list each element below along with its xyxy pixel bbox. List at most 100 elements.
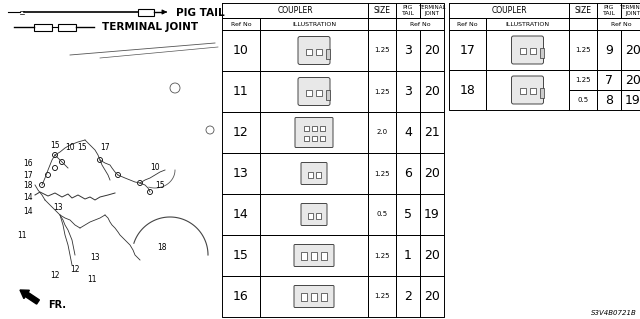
Text: 15: 15 [50, 140, 60, 150]
Bar [316, 90, 322, 95]
Text: 3: 3 [404, 85, 412, 98]
Text: 12: 12 [51, 271, 60, 279]
Bar [520, 48, 525, 54]
Text: 1.25: 1.25 [374, 253, 390, 258]
Text: 19: 19 [424, 208, 440, 221]
Text: TERMINAL JOINT: TERMINAL JOINT [102, 23, 198, 33]
Text: 6: 6 [404, 167, 412, 180]
Text: 1.25: 1.25 [575, 77, 591, 83]
Bar [540, 88, 543, 98]
Bar [319, 136, 324, 140]
Text: 0.5: 0.5 [376, 211, 388, 218]
FancyBboxPatch shape [511, 36, 543, 64]
Text: 18: 18 [460, 84, 476, 97]
Text: PIG
TAIL: PIG TAIL [401, 5, 415, 16]
FancyBboxPatch shape [295, 117, 333, 147]
Text: 17: 17 [100, 144, 110, 152]
Text: 20: 20 [625, 73, 640, 86]
Text: 14: 14 [233, 208, 249, 221]
Text: 1.25: 1.25 [374, 88, 390, 94]
Text: Ref No: Ref No [230, 21, 252, 26]
FancyBboxPatch shape [298, 36, 330, 64]
Bar [529, 88, 536, 94]
Text: 1.25: 1.25 [374, 48, 390, 54]
Circle shape [40, 182, 45, 188]
Text: 5: 5 [404, 208, 412, 221]
Text: 15: 15 [233, 249, 249, 262]
Bar [301, 251, 307, 259]
Text: 21: 21 [424, 126, 440, 139]
Text: 10: 10 [150, 164, 160, 173]
Bar [316, 48, 322, 55]
Text: 12: 12 [233, 126, 249, 139]
Text: 2.0: 2.0 [376, 130, 388, 136]
Text: PIG TAIL: PIG TAIL [176, 8, 225, 18]
Text: 15: 15 [77, 144, 87, 152]
Text: 20: 20 [424, 249, 440, 262]
Bar [58, 24, 76, 31]
Bar [529, 48, 536, 54]
Text: 1.25: 1.25 [575, 47, 591, 53]
Circle shape [52, 152, 58, 158]
Bar [316, 172, 321, 177]
Text: FR.: FR. [48, 300, 66, 310]
Text: 16: 16 [233, 290, 249, 303]
Text: 20: 20 [424, 44, 440, 57]
Bar [540, 48, 543, 58]
FancyBboxPatch shape [294, 244, 334, 266]
Bar [321, 251, 327, 259]
Text: 11: 11 [17, 231, 27, 240]
Bar [319, 125, 324, 130]
Text: 11: 11 [233, 85, 249, 98]
Text: 14: 14 [23, 194, 33, 203]
Bar [311, 251, 317, 259]
Circle shape [45, 173, 51, 177]
Text: SIZE: SIZE [575, 6, 591, 15]
Text: 11: 11 [87, 276, 97, 285]
FancyBboxPatch shape [294, 286, 334, 308]
Text: 7: 7 [605, 73, 613, 86]
Bar [326, 48, 330, 58]
Text: 10: 10 [65, 144, 75, 152]
Circle shape [147, 189, 152, 195]
Text: 4: 4 [404, 126, 412, 139]
Bar [34, 24, 52, 31]
Text: TERMINAL
JOINT: TERMINAL JOINT [419, 5, 445, 16]
Circle shape [52, 166, 58, 170]
Text: 13: 13 [90, 254, 100, 263]
Text: 1: 1 [404, 249, 412, 262]
Text: Ref No: Ref No [611, 21, 631, 26]
Text: ILLUSTRATION: ILLUSTRATION [292, 21, 336, 26]
Text: 14: 14 [23, 207, 33, 217]
Text: 1.25: 1.25 [374, 293, 390, 300]
Circle shape [115, 173, 120, 177]
Circle shape [97, 158, 102, 162]
Text: 9: 9 [605, 43, 613, 56]
FancyArrow shape [20, 290, 40, 304]
Text: COUPLER: COUPLER [491, 6, 527, 15]
FancyBboxPatch shape [511, 76, 543, 104]
Text: 17: 17 [460, 43, 476, 56]
Text: 8: 8 [605, 93, 613, 107]
Bar [307, 172, 312, 177]
Text: 17: 17 [23, 170, 33, 180]
Text: 1.25: 1.25 [374, 170, 390, 176]
Text: 20: 20 [424, 290, 440, 303]
Text: 2: 2 [404, 290, 412, 303]
Text: 20: 20 [424, 85, 440, 98]
Text: 0.5: 0.5 [577, 97, 589, 103]
Text: 12: 12 [70, 265, 80, 275]
Text: 15: 15 [155, 181, 165, 189]
Bar [312, 136, 317, 140]
Text: PIG
TAIL: PIG TAIL [602, 5, 616, 16]
Bar [312, 125, 317, 130]
Text: 13: 13 [53, 204, 63, 212]
Circle shape [138, 181, 143, 186]
Bar [301, 293, 307, 300]
FancyBboxPatch shape [301, 162, 327, 184]
Bar [306, 90, 312, 95]
Bar [303, 136, 308, 140]
Bar [316, 212, 321, 219]
FancyBboxPatch shape [298, 78, 330, 106]
Text: 19: 19 [625, 93, 640, 107]
